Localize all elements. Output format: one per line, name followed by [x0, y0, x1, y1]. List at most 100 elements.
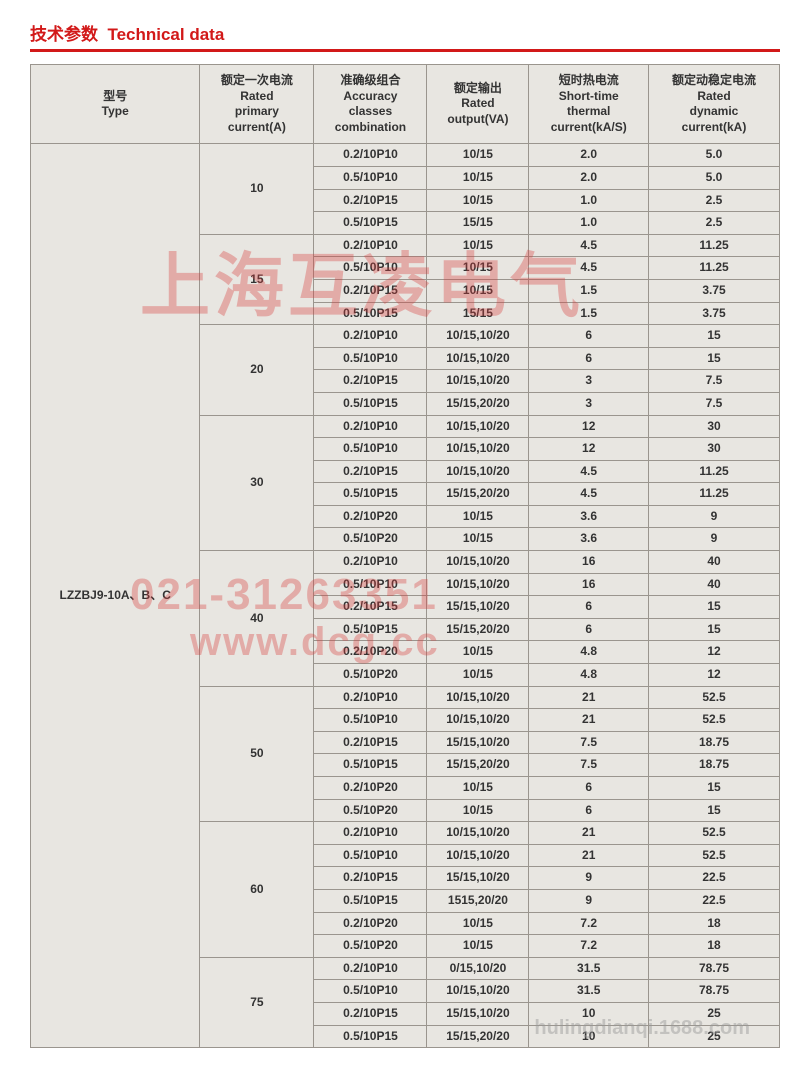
cell: 10/15,10/20	[427, 325, 529, 348]
cell-primary: 50	[200, 686, 314, 822]
cell: 6	[529, 777, 649, 800]
cell: 6	[529, 618, 649, 641]
col-header: 短时热电流Short-timethermalcurrent(kA/S)	[529, 65, 649, 144]
section-title: 技术参数 Technical data	[30, 20, 780, 45]
cell: 10/15,10/20	[427, 415, 529, 438]
cell: 0/15,10/20	[427, 957, 529, 980]
cell: 0.2/10P15	[314, 460, 427, 483]
cell: 10/15,10/20	[427, 709, 529, 732]
cell: 15/15,10/20	[427, 731, 529, 754]
cell: 0.2/10P15	[314, 731, 427, 754]
cell: 15/15,10/20	[427, 1002, 529, 1025]
cell: 12	[529, 438, 649, 461]
col-cn: 型号	[35, 89, 195, 105]
col-en: Rateddynamiccurrent(kA)	[653, 89, 775, 136]
cell: 0.5/10P15	[314, 1025, 427, 1048]
cell: 12	[649, 664, 780, 687]
cell: 0.5/10P20	[314, 664, 427, 687]
cell: 4.5	[529, 257, 649, 280]
cell: 10/15	[427, 189, 529, 212]
cell: 10/15	[427, 528, 529, 551]
cell: 15/15,10/20	[427, 867, 529, 890]
table-row: LZZBJ9-10A、B、C100.2/10P1010/152.05.0	[31, 144, 780, 167]
col-cn: 准确级组合	[318, 73, 422, 89]
cell: 15/15,10/20	[427, 596, 529, 619]
cell: 52.5	[649, 822, 780, 845]
cell: 6	[529, 596, 649, 619]
cell: 0.5/10P10	[314, 257, 427, 280]
cell: 0.2/10P10	[314, 415, 427, 438]
cell: 15/15,20/20	[427, 1025, 529, 1048]
cell-primary: 40	[200, 551, 314, 687]
cell: 11.25	[649, 257, 780, 280]
cell: 15	[649, 799, 780, 822]
cell: 1.0	[529, 189, 649, 212]
cell: 0.5/10P20	[314, 935, 427, 958]
cell: 10/15	[427, 641, 529, 664]
cell: 25	[649, 1025, 780, 1048]
cell: 10/15,10/20	[427, 460, 529, 483]
cell: 21	[529, 822, 649, 845]
cell: 21	[529, 844, 649, 867]
cell: 15/15,20/20	[427, 392, 529, 415]
cell: 10/15	[427, 257, 529, 280]
table-body: LZZBJ9-10A、B、C100.2/10P1010/152.05.00.5/…	[31, 144, 780, 1048]
cell: 0.5/10P10	[314, 166, 427, 189]
cell: 10/15,10/20	[427, 347, 529, 370]
cell: 1.5	[529, 302, 649, 325]
cell: 0.5/10P15	[314, 392, 427, 415]
cell: 31.5	[529, 957, 649, 980]
col-header: 准确级组合Accuracyclassescombination	[314, 65, 427, 144]
cell: 10/15	[427, 166, 529, 189]
cell: 3.75	[649, 302, 780, 325]
cell: 0.5/10P20	[314, 799, 427, 822]
cell: 18	[649, 935, 780, 958]
cell: 10/15,10/20	[427, 370, 529, 393]
cell: 22.5	[649, 867, 780, 890]
col-cn: 短时热电流	[533, 73, 644, 89]
cell-primary: 75	[200, 957, 314, 1047]
cell: 10/15,10/20	[427, 844, 529, 867]
cell: 10/15	[427, 505, 529, 528]
cell: 1.5	[529, 279, 649, 302]
cell: 0.2/10P10	[314, 325, 427, 348]
cell: 0.2/10P20	[314, 912, 427, 935]
cell: 2.0	[529, 166, 649, 189]
cell: 11.25	[649, 460, 780, 483]
cell: 15/15	[427, 302, 529, 325]
cell: 3.6	[529, 505, 649, 528]
cell: 3	[529, 370, 649, 393]
cell: 30	[649, 438, 780, 461]
col-cn: 额定输出	[431, 81, 524, 97]
cell: 0.2/10P20	[314, 505, 427, 528]
cell: 10	[529, 1025, 649, 1048]
cell: 78.75	[649, 980, 780, 1003]
col-header: 额定动稳定电流Rateddynamiccurrent(kA)	[649, 65, 780, 144]
cell: 3.6	[529, 528, 649, 551]
cell-primary: 15	[200, 234, 314, 324]
cell: 7.5	[649, 392, 780, 415]
cell-primary: 60	[200, 822, 314, 958]
cell: 15	[649, 325, 780, 348]
cell: 0.2/10P15	[314, 279, 427, 302]
cell: 0.5/10P15	[314, 754, 427, 777]
cell: 15	[649, 777, 780, 800]
cell: 31.5	[529, 980, 649, 1003]
cell: 11.25	[649, 234, 780, 257]
cell: 40	[649, 551, 780, 574]
cell: 22.5	[649, 889, 780, 912]
cell: 2.5	[649, 212, 780, 235]
cell: 4.5	[529, 460, 649, 483]
cell: 0.2/10P20	[314, 641, 427, 664]
cell: 6	[529, 325, 649, 348]
cell-primary: 30	[200, 415, 314, 551]
cell: 0.5/10P15	[314, 212, 427, 235]
cell: 10/15	[427, 799, 529, 822]
cell: 0.2/10P15	[314, 189, 427, 212]
cell: 0.2/10P15	[314, 1002, 427, 1025]
cell: 0.2/10P20	[314, 777, 427, 800]
cell: 18.75	[649, 731, 780, 754]
col-en: Short-timethermalcurrent(kA/S)	[533, 89, 644, 136]
title-rule	[30, 49, 780, 52]
col-cn: 额定动稳定电流	[653, 73, 775, 89]
